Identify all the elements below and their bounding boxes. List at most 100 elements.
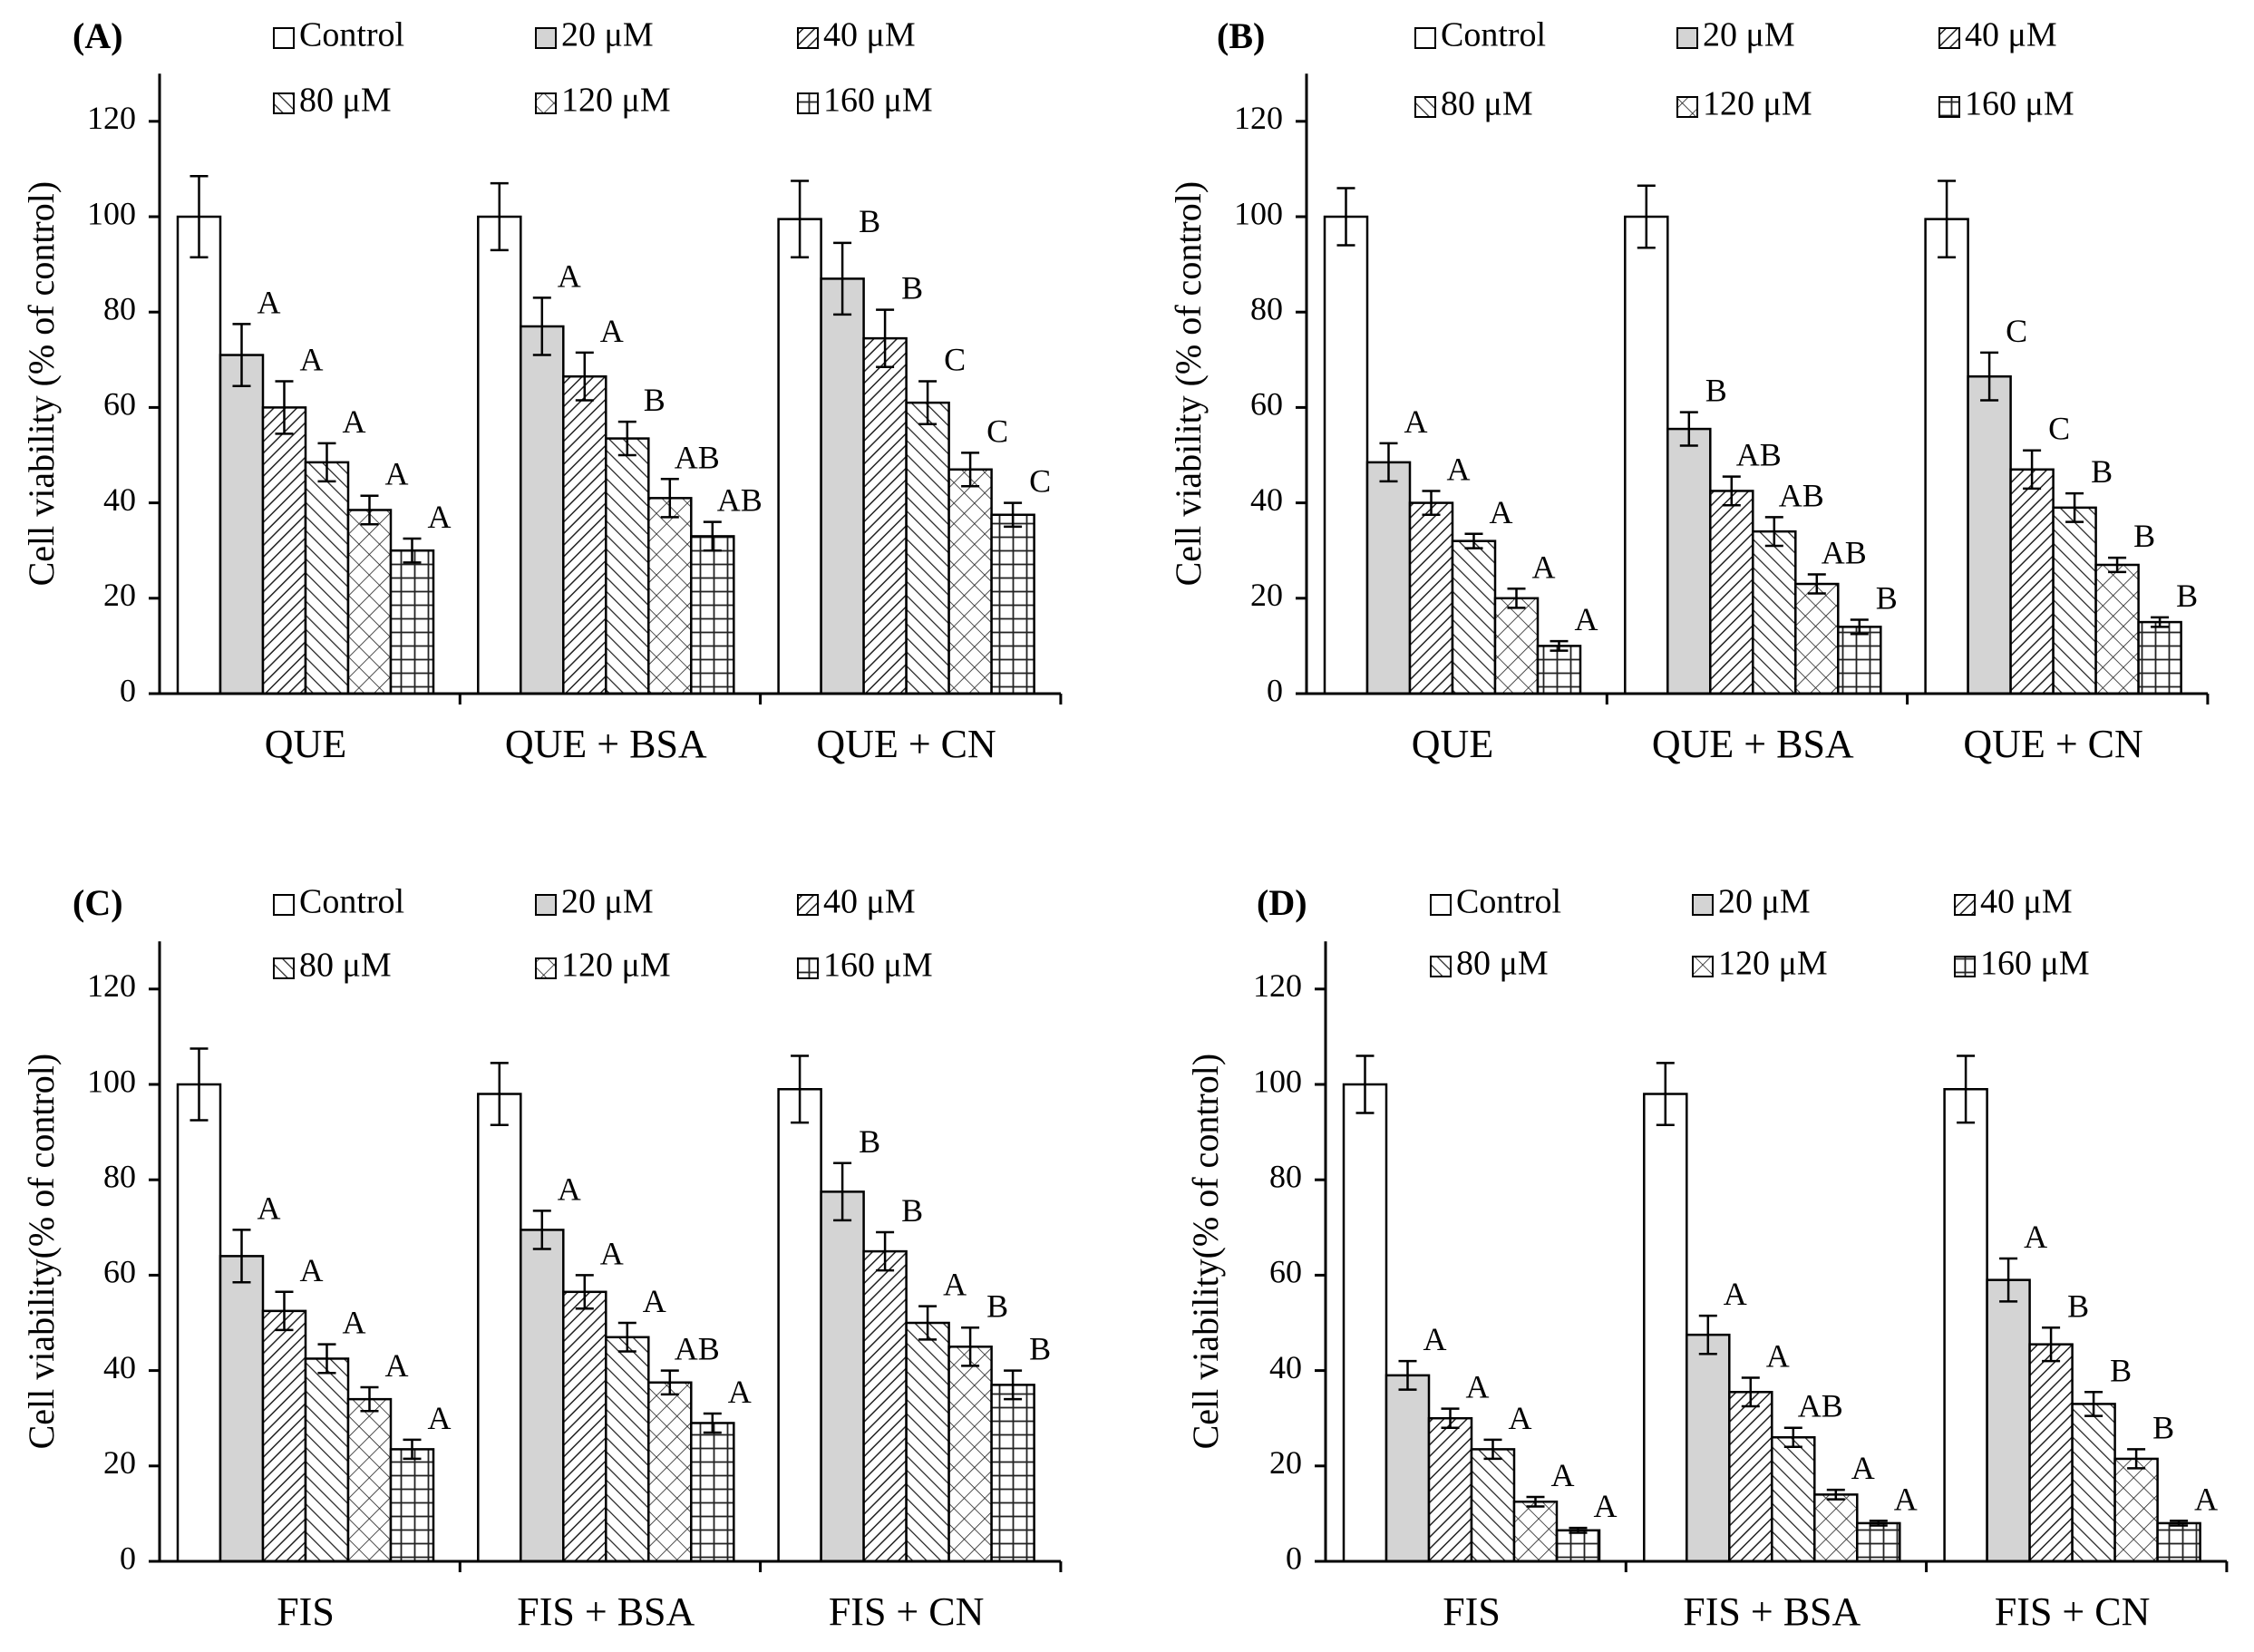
legend-item-control: Control — [273, 883, 404, 921]
bar-40-um — [2028, 1343, 2074, 1563]
legend-swatch — [1414, 96, 1436, 118]
y-tick-label: 120 — [87, 100, 136, 136]
legend-item-80-um: 80 μM — [1414, 85, 1533, 123]
significance-label: A — [2024, 1219, 2047, 1255]
significance-label: A — [300, 341, 324, 377]
y-tick-label: 40 — [103, 481, 136, 518]
significance-label: A — [1447, 451, 1471, 487]
bar-20-um — [820, 1190, 865, 1563]
legend-swatch — [1692, 956, 1714, 977]
bar-80-um — [1470, 1448, 1516, 1563]
significance-label: C — [2048, 411, 2070, 447]
y-tick-label: 0 — [120, 672, 136, 708]
error-bar — [317, 1343, 336, 1375]
legend-swatch — [1676, 27, 1698, 49]
legend-label: 80 μM — [299, 82, 392, 120]
legend-label: 20 μM — [561, 883, 654, 921]
legend-swatch — [273, 894, 295, 916]
error-bar — [2151, 616, 2170, 628]
bar-20-um — [1686, 1333, 1731, 1563]
bar-120-um — [1493, 597, 1540, 695]
y-tick-label: 100 — [87, 1063, 136, 1099]
significance-label: A — [428, 499, 452, 535]
bar-160-um — [690, 535, 735, 695]
significance-label: A — [385, 1347, 409, 1384]
y-tick-label: 40 — [1269, 1349, 1302, 1385]
legend-swatch — [1692, 894, 1714, 916]
y-tick-label: 20 — [103, 1444, 136, 1481]
bar-120-um — [1794, 582, 1840, 695]
error-bar — [1004, 1369, 1023, 1401]
legend-label: 160 μM — [1980, 945, 2090, 983]
error-bar — [532, 296, 551, 356]
error-bar — [1569, 1526, 1588, 1534]
bar-160-um — [2156, 1521, 2201, 1563]
y-tick-label: 60 — [1269, 1254, 1302, 1290]
legend-label: Control — [299, 883, 404, 921]
bar-20-um — [219, 1255, 265, 1563]
x-category-label: FIS + CN — [829, 1589, 985, 1634]
error-bar — [617, 1321, 636, 1353]
bar-80-um — [905, 401, 950, 695]
y-tick-label: 60 — [103, 1254, 136, 1290]
error-bar — [791, 1054, 810, 1124]
error-bar — [2042, 1326, 2061, 1363]
error-bar — [2084, 1391, 2103, 1417]
y-tick-label: 20 — [1250, 577, 1283, 613]
significance-label: A — [728, 1374, 752, 1410]
bar-20-um — [520, 1229, 565, 1563]
legend: Control 20 μM 40 μM 80 μM 120 μM 160 μM — [1414, 16, 2074, 123]
x-category-label: QUE — [1412, 722, 1493, 766]
legend-item-control: Control — [1430, 883, 1561, 921]
x-category-label: QUE + BSA — [505, 722, 707, 766]
bar-120-um — [1813, 1493, 1859, 1563]
x-category-label: FIS + BSA — [1683, 1589, 1861, 1634]
legend-swatch — [535, 92, 557, 114]
error-bar — [1679, 411, 1698, 447]
error-bar — [660, 478, 679, 519]
bar-120-um — [2113, 1457, 2159, 1563]
bar-40-um — [1427, 1416, 1473, 1563]
bar-80-um — [605, 1336, 650, 1563]
legend-item-120-um: 120 μM — [1692, 945, 1828, 983]
y-tick-label: 20 — [103, 577, 136, 613]
panel-label: (B) — [1217, 15, 1265, 56]
bar-control — [1624, 215, 1669, 695]
significance-label: B — [2176, 578, 2198, 614]
error-bar — [1464, 532, 1483, 549]
significance-label: AB — [1822, 535, 1867, 571]
error-bar — [1550, 639, 1569, 652]
bar-20-um — [820, 277, 865, 695]
legend-swatch — [1676, 96, 1698, 118]
y-axis-label: Cell viability(% of control) — [1185, 1054, 1226, 1450]
error-bar — [2108, 556, 2127, 574]
bar-control — [1323, 215, 1369, 695]
error-bar — [1507, 588, 1526, 609]
significance-label: A — [428, 1400, 452, 1436]
bar-control — [477, 1093, 522, 1563]
error-bar — [918, 1305, 938, 1341]
y-tick-label: 40 — [1250, 481, 1283, 518]
x-category-label: QUE + CN — [816, 722, 996, 766]
legend-label: Control — [1441, 16, 1546, 54]
error-bar — [1980, 351, 1999, 402]
error-bar — [1850, 618, 1869, 636]
legend-label: 160 μM — [823, 947, 933, 985]
legend-item-80-um: 80 μM — [273, 82, 392, 120]
significance-label: A — [1724, 1276, 1747, 1312]
bar-control — [777, 218, 822, 695]
error-bar — [232, 1229, 251, 1284]
error-bar — [1656, 1062, 1675, 1126]
legend-swatch — [1414, 27, 1436, 49]
significance-label: A — [558, 258, 581, 294]
y-tick-label: 0 — [1267, 672, 1283, 708]
legend-label: 20 μM — [1718, 883, 1811, 921]
significance-label: B — [2110, 1352, 2132, 1388]
legend-item-80-um: 80 μM — [1430, 945, 1549, 983]
significance-label: B — [2152, 1409, 2174, 1445]
legend-item-120-um: 120 μM — [535, 947, 671, 985]
error-bar — [1957, 1054, 1976, 1124]
